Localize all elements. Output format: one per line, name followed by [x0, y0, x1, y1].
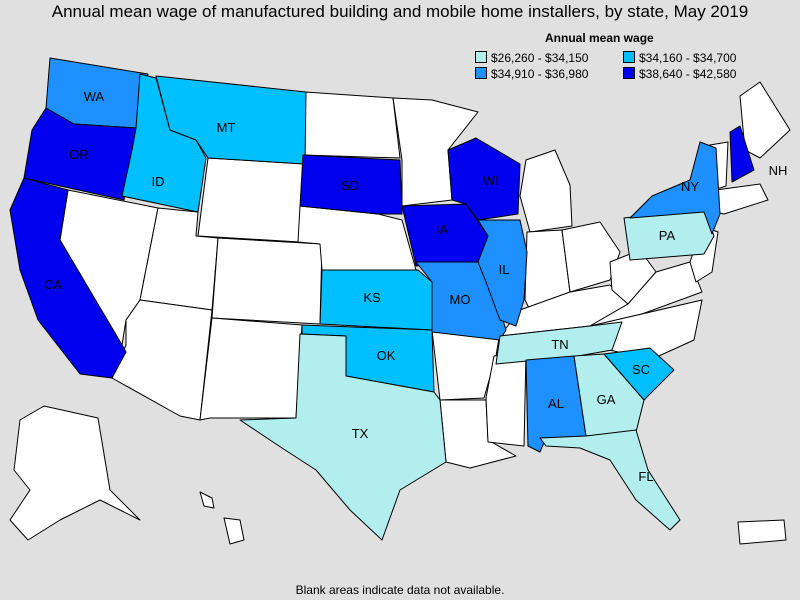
state-labels: WA OR CA ID MT SD IA WI KS OK MO IL TX T… — [44, 89, 787, 484]
state-nd[interactable] — [302, 91, 401, 159]
label-nh: NH — [769, 163, 788, 178]
label-ks: KS — [363, 290, 381, 305]
state-fl[interactable] — [539, 429, 681, 531]
state-me[interactable] — [739, 81, 791, 159]
legend-label-1: $26,260 - $34,150 — [491, 51, 589, 65]
state-mt[interactable] — [155, 75, 307, 165]
label-ia: IA — [436, 222, 449, 237]
state-sc[interactable] — [603, 347, 675, 401]
state-il[interactable] — [477, 219, 528, 327]
state-ga[interactable] — [573, 353, 645, 437]
legend-label-2: $34,160 - $34,700 — [639, 51, 737, 65]
label-sd: SD — [341, 178, 359, 193]
label-al: AL — [548, 396, 564, 411]
legend-item-3: $34,910 - $36,980 — [475, 67, 588, 81]
state-ak[interactable] — [9, 405, 141, 541]
label-ny: NY — [681, 179, 699, 194]
legend-title: Annual mean wage — [545, 31, 654, 45]
legend-item-1: $26,260 - $34,150 — [475, 51, 588, 65]
state-ma-ct-ri[interactable] — [715, 183, 769, 215]
label-il: IL — [499, 262, 510, 277]
label-ca: CA — [44, 277, 62, 292]
state-tx[interactable] — [239, 333, 447, 541]
label-ga: GA — [597, 392, 616, 407]
legend-swatch-3 — [475, 67, 487, 79]
state-sd[interactable] — [299, 154, 403, 215]
state-wi[interactable] — [447, 137, 521, 221]
state-ms[interactable] — [485, 351, 527, 447]
label-wi: WI — [483, 173, 499, 188]
label-fl: FL — [638, 469, 653, 484]
label-tx: TX — [352, 426, 369, 441]
legend-swatch-2 — [623, 51, 635, 63]
legend-swatch-4 — [623, 67, 635, 79]
data-states — [9, 57, 755, 541]
legend-label-4: $38,640 - $42,580 — [639, 67, 737, 81]
state-hi[interactable] — [199, 491, 215, 509]
label-wa: WA — [84, 89, 105, 104]
state-pr[interactable] — [737, 519, 787, 545]
legend-label-3: $34,910 - $36,980 — [491, 67, 589, 81]
label-sc: SC — [632, 362, 650, 377]
footer-note: Blank areas indicate data not available. — [295, 583, 505, 597]
state-ny[interactable] — [629, 141, 721, 235]
state-mi[interactable] — [519, 149, 573, 233]
label-mo: MO — [450, 292, 471, 307]
state-hi-big-island[interactable] — [223, 517, 245, 545]
label-pa: PA — [659, 228, 676, 243]
legend-item-2: $34,160 - $34,700 — [623, 51, 736, 65]
state-tn[interactable] — [495, 321, 623, 365]
state-nm[interactable] — [199, 317, 303, 421]
territories — [9, 405, 787, 545]
no-data-states — [59, 81, 791, 469]
label-ok: OK — [377, 348, 396, 363]
label-id: ID — [152, 174, 165, 189]
state-wy[interactable] — [197, 157, 306, 243]
label-tn: TN — [551, 337, 568, 352]
state-az[interactable] — [111, 299, 213, 421]
label-or: OR — [69, 147, 89, 162]
map-title: Annual mean wage of manufactured buildin… — [51, 2, 749, 21]
state-nh[interactable] — [729, 125, 755, 183]
legend-swatch-1 — [475, 51, 487, 63]
legend-item-4: $38,640 - $42,580 — [623, 67, 736, 81]
label-mt: MT — [217, 120, 236, 135]
state-ca[interactable] — [9, 177, 127, 379]
state-co[interactable] — [211, 237, 323, 325]
